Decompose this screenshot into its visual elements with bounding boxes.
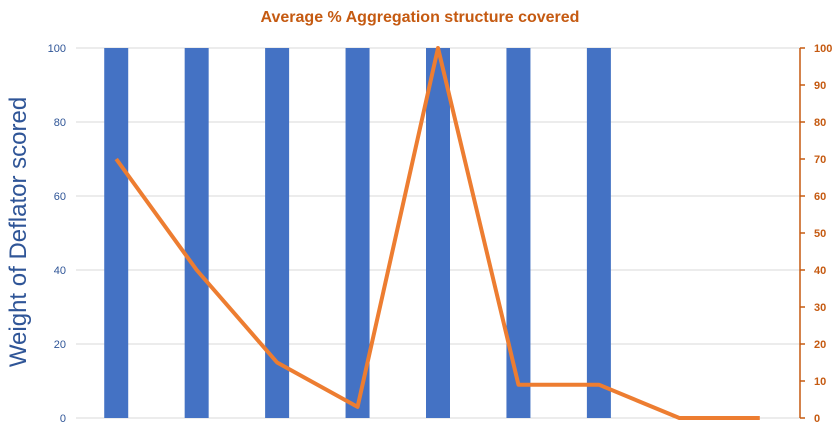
- chart-title: Average % Aggregation structure covered: [261, 9, 580, 26]
- right-axis-ticks: 0 10 20 30 40 50 60 70 80 90 100: [800, 43, 832, 422]
- right-tick-label: 10: [814, 376, 826, 388]
- right-tick-label: 70: [814, 154, 826, 166]
- left-tick-label: 80: [54, 117, 66, 129]
- bar: [345, 48, 370, 418]
- bar-series: [104, 48, 611, 418]
- bar: [184, 48, 209, 418]
- y-axis-label: Weight of Deflator scored: [5, 97, 32, 367]
- bar: [426, 48, 450, 418]
- right-tick-label: 0: [814, 413, 820, 422]
- right-tick-label: 30: [814, 302, 826, 314]
- right-tick-label: 100: [814, 43, 832, 55]
- line-series: [114, 46, 760, 420]
- left-tick-label: 40: [54, 265, 66, 277]
- right-tick-label: 50: [814, 228, 826, 240]
- right-tick-label: 80: [814, 117, 826, 129]
- left-axis-ticks: 0 20 40 60 80 100: [48, 43, 66, 422]
- left-tick-label: 20: [54, 339, 66, 351]
- bar: [104, 48, 129, 418]
- left-tick-label: 60: [54, 191, 66, 203]
- right-tick-label: 60: [814, 191, 826, 203]
- right-tick-label: 40: [814, 265, 826, 277]
- bar: [586, 48, 611, 418]
- left-tick-label: 0: [60, 413, 66, 422]
- right-tick-label: 90: [814, 80, 826, 92]
- left-tick-label: 100: [48, 43, 66, 55]
- bar: [506, 48, 531, 418]
- right-tick-label: 20: [814, 339, 826, 351]
